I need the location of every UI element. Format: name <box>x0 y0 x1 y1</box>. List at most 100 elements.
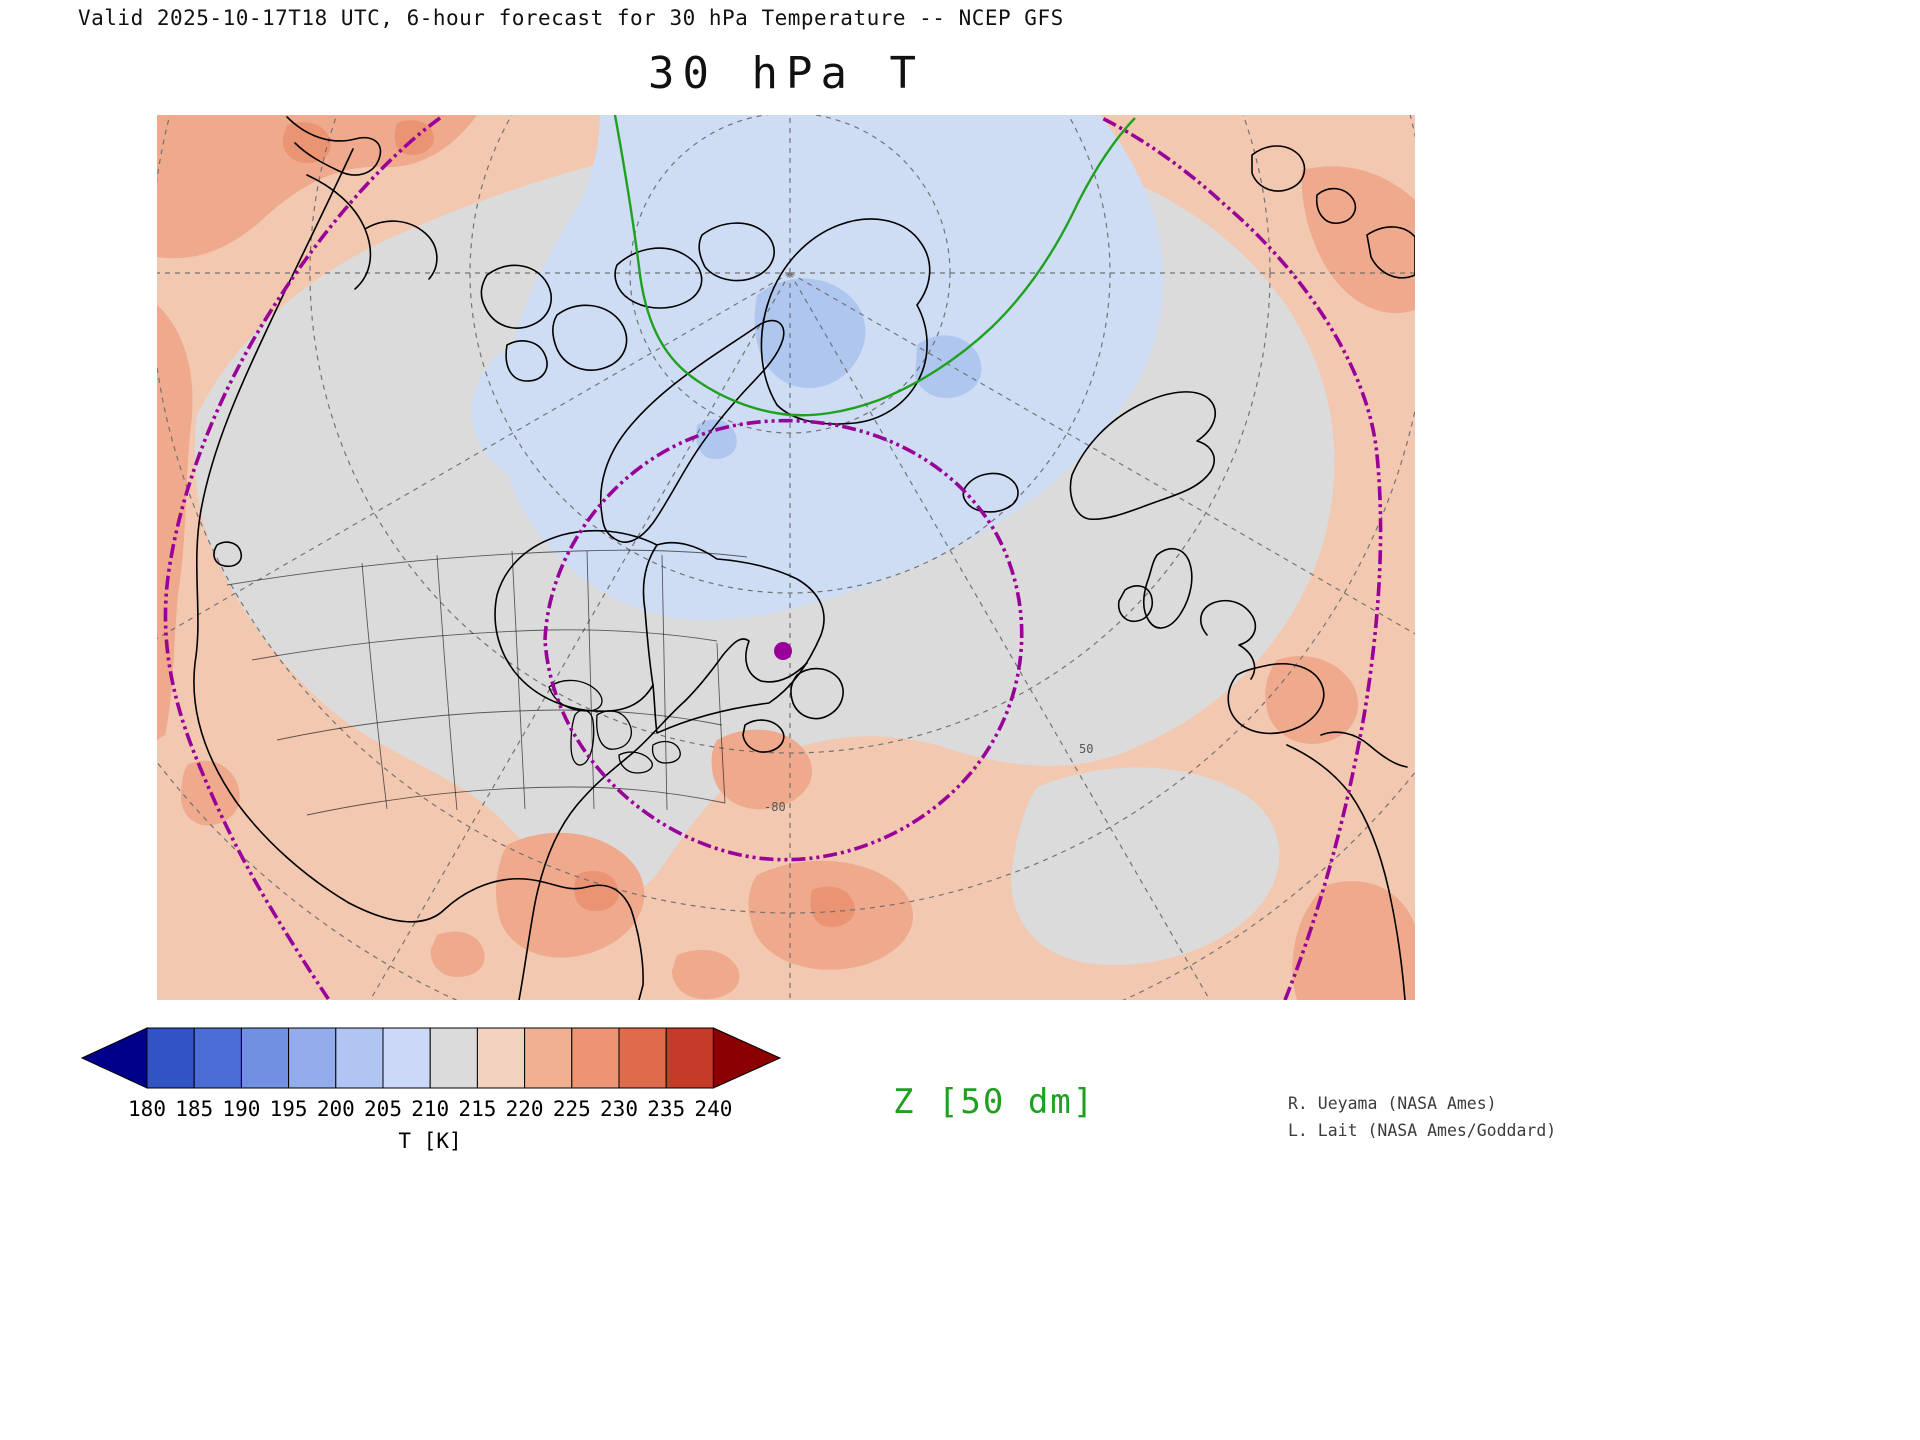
temperature-field <box>157 115 1415 1000</box>
mediterranean-coast <box>1320 731 1408 768</box>
cool-gray-region-south <box>1011 767 1280 966</box>
colorbar-tick: 220 <box>506 1097 544 1121</box>
colder-blue-patch <box>754 278 866 389</box>
colorbar-segment <box>288 1027 337 1089</box>
colorbar-tick: 215 <box>458 1097 496 1121</box>
warm-hot-spot <box>810 886 855 927</box>
map-canvas: -80 50 <box>0 0 1790 1273</box>
state-borders <box>226 549 748 816</box>
iberia <box>1227 663 1325 735</box>
colorbar-tick: 190 <box>222 1097 260 1121</box>
colorbar-segment <box>240 1027 290 1089</box>
colorbar-tick: 195 <box>270 1097 308 1121</box>
franz-josef <box>1315 187 1357 224</box>
baffin-island <box>599 319 785 543</box>
scandinavia <box>1069 391 1217 521</box>
lake-michigan <box>570 709 595 766</box>
border-line <box>361 550 726 811</box>
vortex-inner-contour <box>543 418 1024 862</box>
nova-scotia <box>742 719 785 753</box>
credit-line: R. Ueyama (NASA Ames) <box>1288 1094 1497 1113</box>
arctic-island <box>480 264 552 329</box>
colorbar-segment <box>476 1027 526 1089</box>
vancouver-island <box>213 541 243 568</box>
temperature-minimum-marker <box>774 642 792 660</box>
alaska-coast <box>193 148 644 1001</box>
colorbar-tick: 185 <box>175 1097 213 1121</box>
warm-patch <box>1265 656 1359 744</box>
warm-hot-spot <box>574 870 619 911</box>
warm-patch <box>711 729 813 810</box>
arctic-island <box>505 340 548 382</box>
vortex-outer-contour-east <box>1101 116 1383 1001</box>
border-line <box>276 709 723 741</box>
weather-map: -80 50 <box>0 0 1790 1273</box>
colorbar-segment <box>571 1027 620 1089</box>
africa-coast <box>1286 744 1406 1001</box>
colorbar-tick: 200 <box>317 1097 355 1121</box>
ireland <box>1117 585 1153 623</box>
st-lawrence-coast <box>642 541 825 734</box>
warm-patch <box>495 832 645 958</box>
colorbar-segment <box>382 1027 431 1089</box>
colorbar-segment <box>193 1027 242 1089</box>
colorbar-tick: 225 <box>553 1097 591 1121</box>
warm-patch <box>672 949 740 1000</box>
height-contour-z50dm <box>613 114 1136 417</box>
border-line <box>306 786 726 816</box>
lake-erie <box>618 751 653 774</box>
ellesmere-island <box>614 247 703 309</box>
colorbar-tick: 230 <box>600 1097 638 1121</box>
vortex-edge <box>163 116 1383 1001</box>
colorbar-tick: 210 <box>411 1097 449 1121</box>
colorbar-unit-label: T [K] <box>398 1129 461 1153</box>
lake-ontario <box>651 740 681 764</box>
colorbar-segment <box>665 1027 714 1089</box>
border-line <box>226 549 748 586</box>
great-britain <box>1142 548 1193 629</box>
arctic-island <box>552 304 628 371</box>
warm-hot-spot <box>282 122 331 163</box>
east-coast <box>518 638 808 1001</box>
height-contour-legend: Z [50 dm] <box>893 1082 1096 1122</box>
page-title: 30 hPa T <box>648 48 924 99</box>
colorbar-tick: 205 <box>364 1097 402 1121</box>
colorbar-tick: 240 <box>694 1097 732 1121</box>
colorbar-segment <box>618 1027 667 1089</box>
svalbard <box>1251 145 1306 192</box>
colorbar-segment <box>524 1027 573 1089</box>
warm-patch <box>157 115 477 259</box>
border-line <box>251 629 718 661</box>
warm-patch <box>430 931 485 977</box>
graticule-meridian-label: -80 <box>764 800 786 814</box>
colorbar-segment <box>146 1027 195 1089</box>
colorbar-right-arrow <box>712 1027 782 1089</box>
warm-patch <box>157 305 193 740</box>
colorbar: 180 185 190 195 200 205 210 215 220 225 … <box>80 1026 782 1160</box>
devon-island <box>698 222 775 282</box>
warm-patch <box>1292 881 1415 1000</box>
credits: R. Ueyama (NASA Ames) L. Lait (NASA Ames… <box>1288 1090 1556 1144</box>
credit-line: L. Lait (NASA Ames/Goddard) <box>1288 1121 1557 1140</box>
colorbar-segment <box>429 1027 478 1089</box>
siberia-coast <box>286 116 382 176</box>
colorbar-segment <box>335 1027 384 1089</box>
colorbar-canvas: 180 185 190 195 200 205 210 215 220 225 … <box>80 1027 782 1153</box>
lake-huron <box>596 710 632 750</box>
greenland <box>760 218 931 425</box>
colorbar-tick: 235 <box>647 1097 685 1121</box>
vortex-outer-contour-west <box>163 116 442 1001</box>
france-coast <box>1200 599 1257 680</box>
graticule-circle-label: 50 <box>1079 742 1093 756</box>
lake-superior <box>548 679 603 712</box>
colder-blue-patch <box>695 419 737 459</box>
newfoundland <box>790 667 844 720</box>
alaska-peninsula <box>306 174 438 290</box>
colorbar-tick: 180 <box>128 1097 166 1121</box>
coastlines <box>193 116 1416 1001</box>
valid-time-caption: Valid 2025-10-17T18 UTC, 6-hour forecast… <box>78 6 1064 30</box>
colorbar-left-arrow <box>80 1027 148 1089</box>
iceland <box>962 472 1019 513</box>
warm-patch <box>1301 166 1415 314</box>
